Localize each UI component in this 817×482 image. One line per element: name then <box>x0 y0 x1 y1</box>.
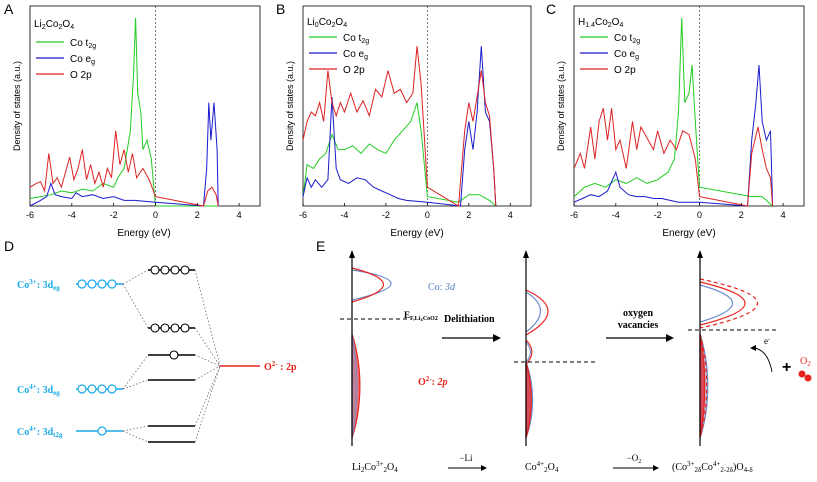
plot-area-c: -6 -4 -2 0 2 4 <box>570 6 786 220</box>
series-line-o2p <box>302 46 497 207</box>
legend-c: Co t2g Co eg O 2p <box>580 33 640 76</box>
delithiation-arrow: Delithiation <box>442 314 501 342</box>
x-tick-label: -2 <box>654 210 662 220</box>
panel-letter-b: B <box>276 1 285 17</box>
formula-arrow-2: −O2 <box>613 453 659 471</box>
band-stage-2 <box>514 250 597 446</box>
legend-a-o2p: O 2p <box>70 70 92 81</box>
formula-3: (Co3+2δCo4+2-2δ)O4-δ <box>672 460 753 474</box>
co4-eg-label: Co4+: 3deg <box>17 383 60 397</box>
ef-label: EF,LixCoO2 <box>404 310 438 323</box>
plot-frame-c <box>573 5 805 207</box>
x-tick-label: -4 <box>68 210 76 220</box>
legend-c-eg: Co eg <box>614 49 639 61</box>
panel-e: E Co: 3d EF,LixCoO2 O2-: 2p Delithiation <box>316 238 812 474</box>
xlabel-b: Energy (eV) <box>390 228 443 239</box>
x-tick-label: -2 <box>382 210 390 220</box>
series-line-o2p <box>573 108 774 207</box>
legend-a-eg: Co eg <box>70 54 95 66</box>
oxy-label-1: oxygen <box>623 308 653 319</box>
panel-letter-d: D <box>4 238 14 254</box>
series-line-eg <box>302 46 497 207</box>
o2-label: O2 <box>800 356 811 368</box>
mo-level-1 <box>148 265 195 275</box>
x-tick-label: 2 <box>739 210 744 220</box>
series-line-t2g <box>29 17 219 207</box>
minus-li-label: −Li <box>459 453 473 463</box>
legend-b-o2p: O 2p <box>343 65 365 76</box>
panel-c: C -6 -4 -2 0 2 4 H1.4Co2O4 Co t2g Co eg O 2p … <box>546 1 805 239</box>
o2-molecule-atom-2 <box>804 374 812 382</box>
band-stage-1: Co: 3d EF,LixCoO2 O2-: 2p <box>340 250 456 446</box>
co3-eg-level <box>76 279 123 289</box>
x-tick-label: -6 <box>299 210 307 220</box>
xlabel-a: Energy (eV) <box>117 228 170 239</box>
panel-a-title: Li2Co2O4 <box>34 19 74 31</box>
co4-t2g-label: Co4+: 3dt2g <box>17 425 63 439</box>
series-line-t2g <box>573 17 773 207</box>
plot-frame-a <box>29 5 261 207</box>
legend-c-t2g: Co t2g <box>614 33 640 45</box>
x-tick-label: 4 <box>508 210 513 220</box>
co4-eg-level <box>76 384 123 394</box>
x-tick-label: 0 <box>425 210 430 220</box>
ylabel-b: Density of states (a.u.) <box>285 61 295 151</box>
x-tick-label: -6 <box>26 210 34 220</box>
ylabel-a: Density of states (a.u.) <box>12 61 22 151</box>
panel-d: D Co3+: 3deg <box>4 238 297 443</box>
x-tick-label: 2 <box>466 210 471 220</box>
electron-label: e- <box>764 336 770 346</box>
x-tick-label: 4 <box>781 210 786 220</box>
mo-level-2 <box>148 323 195 333</box>
ylabel-c: Density of states (a.u.) <box>556 61 566 151</box>
delithiation-label: Delithiation <box>444 314 495 325</box>
panel-letter-e: E <box>316 238 325 254</box>
band-stage-3: e- + O2 <box>688 250 812 446</box>
legend-b-t2g: Co t2g <box>343 33 369 45</box>
o2p-label: O2- : 2p <box>264 360 297 373</box>
o2-molecule-atom-1 <box>798 370 806 378</box>
x-tick-label: 0 <box>697 210 702 220</box>
co3-eg-label: Co3+: 3deg <box>17 278 60 292</box>
panel-b-title: Li0Co2O4 <box>307 17 347 29</box>
legend-b: Co t2g Co eg O 2p <box>309 33 369 76</box>
x-tick-label: 0 <box>153 210 158 220</box>
legend-b-eg: Co eg <box>343 49 368 61</box>
series-line-t2g <box>302 102 497 207</box>
x-tick-label: -4 <box>340 210 348 220</box>
formula-arrow-1: −Li <box>448 453 487 471</box>
legend-c-o2p: O 2p <box>614 65 636 76</box>
oxygen-vacancies-arrow: oxygen vacancies <box>606 308 674 342</box>
mo-level-3 <box>148 350 195 360</box>
series-line-eg <box>29 102 219 207</box>
x-tick-label: 4 <box>237 210 242 220</box>
o2p-band-label: O2-: 2p <box>418 375 447 388</box>
panel-a: A -6 -4 -2 0 2 4 Li2Co2O4 Co t2g Co eg O 2p E… <box>4 1 261 239</box>
co4-t2g-level <box>76 426 123 436</box>
panel-letter-a: A <box>4 1 14 17</box>
formula-1: Li2Co3+2O4 <box>352 460 398 474</box>
panel-letter-c: C <box>546 1 556 17</box>
formula-2: Co4+2O4 <box>525 460 559 474</box>
mo-connectors <box>122 269 221 443</box>
series-line-o2p <box>29 130 219 207</box>
plot-area-a: -6 -4 -2 0 2 4 <box>26 6 242 220</box>
x-tick-label: 2 <box>195 210 200 220</box>
panel-b: B -6 -4 -2 0 2 4 Li0Co2O4 Co t2g Co eg O 2p E… <box>276 1 532 239</box>
series-line-eg <box>573 64 774 207</box>
x-tick-label: -2 <box>110 210 118 220</box>
x-tick-label: -4 <box>612 210 620 220</box>
panel-c-title: H1.4Co2O4 <box>578 17 623 29</box>
plot-area-b: -6 -4 -2 0 2 4 <box>299 6 513 220</box>
legend-a-t2g: Co t2g <box>70 38 96 50</box>
minus-o2-label: −O2 <box>627 453 642 465</box>
xlabel-c: Energy (eV) <box>662 228 715 239</box>
plot-frame-b <box>302 5 532 207</box>
x-tick-label: -6 <box>570 210 578 220</box>
plus-sign: + <box>782 359 791 376</box>
co3d-label: Co: 3d <box>428 282 456 293</box>
legend-a: Co t2g Co eg O 2p <box>36 38 96 81</box>
oxy-label-2: vacancies <box>618 320 659 331</box>
